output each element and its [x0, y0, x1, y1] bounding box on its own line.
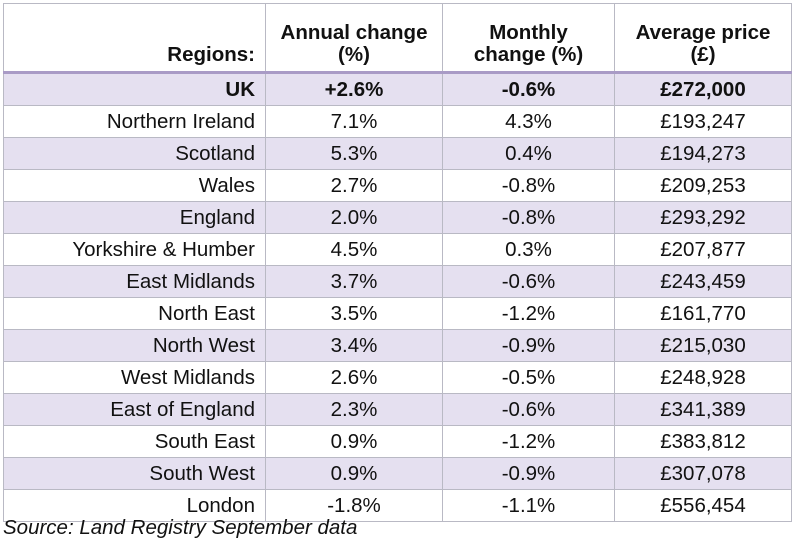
table-row: UK +2.6% -0.6% £272,000 [3, 71, 792, 106]
value-cell: £272,000 [614, 71, 792, 106]
value-cell: -0.8% [442, 201, 615, 234]
value-cell: £209,253 [614, 169, 792, 202]
region-cell: East of England [3, 393, 266, 426]
region-cell: Yorkshire & Humber [3, 233, 266, 266]
value-cell: £383,812 [614, 425, 792, 458]
value-cell: 3.5% [265, 297, 443, 330]
table-row: Yorkshire & Humber 4.5% 0.3% £207,877 [3, 233, 792, 266]
table-row: Scotland 5.3% 0.4% £194,273 [3, 137, 792, 170]
value-cell: -0.5% [442, 361, 615, 394]
table-body: UK +2.6% -0.6% £272,000 Northern Ireland 7.1%… [3, 71, 792, 522]
value-cell: £193,247 [614, 105, 792, 138]
value-cell: £215,030 [614, 329, 792, 362]
region-cell: South West [3, 457, 266, 490]
source-note: Source: Land Registry September data [3, 516, 358, 539]
value-cell: -1.2% [442, 297, 615, 330]
value-cell: 0.3% [442, 233, 615, 266]
header-cell: Average price (£) [614, 3, 792, 73]
value-cell: 7.1% [265, 105, 443, 138]
region-cell: West Midlands [3, 361, 266, 394]
region-cell: London [3, 489, 266, 522]
value-cell: 3.4% [265, 329, 443, 362]
table-row: South West 0.9% -0.9% £307,078 [3, 457, 792, 490]
value-cell: +2.6% [265, 71, 443, 106]
table-wrapper: Regions: Annual change (%) Monthly change … [3, 3, 792, 522]
value-cell: £248,928 [614, 361, 792, 394]
value-cell: -1.8% [265, 489, 443, 522]
value-cell: 0.9% [265, 425, 443, 458]
table-row: East of England 2.3% -0.6% £341,389 [3, 393, 792, 426]
value-cell: £161,770 [614, 297, 792, 330]
value-cell: £556,454 [614, 489, 792, 522]
value-cell: -0.9% [442, 457, 615, 490]
value-cell: £207,877 [614, 233, 792, 266]
value-cell: 4.3% [442, 105, 615, 138]
value-cell: £307,078 [614, 457, 792, 490]
value-cell: 5.3% [265, 137, 443, 170]
value-cell: £243,459 [614, 265, 792, 298]
value-cell: 2.6% [265, 361, 443, 394]
table-row: England 2.0% -0.8% £293,292 [3, 201, 792, 234]
value-cell: £293,292 [614, 201, 792, 234]
region-cell: UK [3, 71, 266, 106]
header-cell: Regions: [3, 3, 266, 73]
value-cell: 0.9% [265, 457, 443, 490]
table-row: Northern Ireland 7.1% 4.3% £193,247 [3, 105, 792, 138]
value-cell: £194,273 [614, 137, 792, 170]
value-cell: £341,389 [614, 393, 792, 426]
table-row: South East 0.9% -1.2% £383,812 [3, 425, 792, 458]
value-cell: 0.4% [442, 137, 615, 170]
value-cell: -0.6% [442, 71, 615, 106]
value-cell: 4.5% [265, 233, 443, 266]
value-cell: -0.8% [442, 169, 615, 202]
table-row: North West 3.4% -0.9% £215,030 [3, 329, 792, 362]
value-cell: 2.7% [265, 169, 443, 202]
value-cell: -1.2% [442, 425, 615, 458]
region-cell: Northern Ireland [3, 105, 266, 138]
value-cell: 2.3% [265, 393, 443, 426]
value-cell: -0.6% [442, 393, 615, 426]
header-cell: Monthly change (%) [442, 3, 615, 73]
header-cell: Annual change (%) [265, 3, 443, 73]
region-cell: Scotland [3, 137, 266, 170]
table-row: West Midlands 2.6% -0.5% £248,928 [3, 361, 792, 394]
header-row: Regions: Annual change (%) Monthly change … [3, 3, 792, 73]
region-cell: East Midlands [3, 265, 266, 298]
table-row: London -1.8% -1.1% £556,454 [3, 489, 792, 522]
price-table: Regions: Annual change (%) Monthly change … [3, 3, 792, 522]
value-cell: -0.6% [442, 265, 615, 298]
region-cell: North East [3, 297, 266, 330]
table-row: East Midlands 3.7% -0.6% £243,459 [3, 265, 792, 298]
region-cell: England [3, 201, 266, 234]
region-cell: North West [3, 329, 266, 362]
table-row: North East 3.5% -1.2% £161,770 [3, 297, 792, 330]
value-cell: -0.9% [442, 329, 615, 362]
table-row: Wales 2.7% -0.8% £209,253 [3, 169, 792, 202]
region-cell: Wales [3, 169, 266, 202]
value-cell: -1.1% [442, 489, 615, 522]
value-cell: 2.0% [265, 201, 443, 234]
value-cell: 3.7% [265, 265, 443, 298]
region-cell: South East [3, 425, 266, 458]
